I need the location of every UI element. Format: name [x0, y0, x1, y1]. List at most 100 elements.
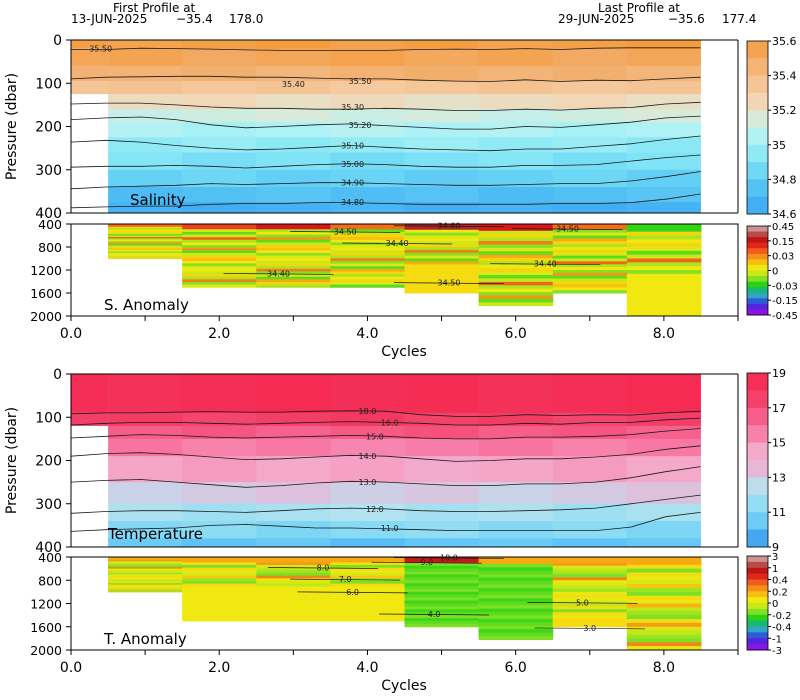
- anomaly-cell: [626, 262, 702, 267]
- field-cell: [478, 438, 554, 457]
- contour-line: [379, 613, 490, 616]
- anomaly-cell: [330, 612, 405, 617]
- anomaly-cell: [404, 606, 480, 610]
- field-cell: [626, 48, 702, 67]
- y-tick-label: 1200: [30, 263, 62, 278]
- anomaly-cell: [256, 596, 331, 601]
- field-cell: [330, 438, 405, 457]
- anomaly-cell: [108, 571, 183, 574]
- field-cell: [330, 412, 405, 427]
- colorbar-label: 0.03: [772, 252, 794, 263]
- anomaly-cell: [330, 607, 405, 611]
- anomaly-cell: [182, 583, 257, 587]
- anomaly-cell: [478, 601, 554, 606]
- field-cell: [626, 521, 702, 539]
- colorbar-swatch: [747, 248, 768, 255]
- colorbar-swatch: [747, 231, 768, 238]
- anomaly-cell: [108, 581, 183, 584]
- anomaly-cell: [182, 564, 257, 569]
- anomaly-cell: [552, 586, 628, 590]
- field-cell: [552, 48, 628, 67]
- colorbar-label: 9: [772, 541, 779, 554]
- anomaly-cell: [626, 642, 702, 647]
- anomaly-cell: [404, 620, 480, 625]
- field-cell: [182, 94, 257, 110]
- contour-line: [70, 115, 701, 130]
- anomaly-cell: [478, 292, 554, 296]
- anomaly-cell: [108, 245, 183, 248]
- field-cell: [478, 425, 554, 440]
- contour-label: 4.0: [428, 610, 441, 619]
- field-cell: [108, 438, 183, 457]
- field-cell: [478, 94, 554, 110]
- last-profile-date: 29-JUN-2025: [558, 12, 634, 26]
- anomaly-cell: [552, 249, 628, 254]
- anomaly-cell: [108, 567, 183, 570]
- anomaly-cell: [330, 224, 405, 228]
- x-tick-label: 4.0: [356, 326, 378, 342]
- anomaly-cell: [478, 622, 554, 627]
- field-cell: [108, 65, 183, 82]
- colorbar-label: 0.15: [772, 237, 794, 248]
- anomaly-cell: [108, 564, 183, 567]
- anomaly-cell: [182, 591, 257, 595]
- colorbar-swatch: [747, 620, 768, 627]
- x-tick-label: 0.0: [60, 326, 82, 342]
- field-cell: [182, 438, 257, 457]
- anomaly-cell: [552, 565, 628, 570]
- contour-label: 34.40: [267, 269, 290, 278]
- anomaly-cell: [182, 570, 257, 574]
- anomaly-cell: [478, 587, 554, 592]
- anomaly-cell: [552, 591, 628, 596]
- anomaly-cell: [256, 271, 331, 275]
- panel-title: Temperature: [107, 525, 203, 543]
- field-cell: [478, 187, 554, 203]
- anomaly-cell: [552, 559, 628, 564]
- field-cell: [182, 521, 257, 539]
- anomaly-cell: [330, 562, 405, 566]
- contour-line: [70, 417, 701, 426]
- anomaly-cell: [330, 245, 405, 249]
- colorbar-swatch: [747, 556, 768, 563]
- colorbar-swatch: [747, 276, 768, 283]
- anomaly-cell: [626, 591, 702, 597]
- field-cell: [478, 202, 554, 214]
- anomaly-cell: [552, 235, 628, 239]
- anomaly-cell: [182, 612, 257, 617]
- anomaly-cell: [256, 578, 331, 582]
- anomaly-cell: [256, 229, 331, 233]
- anomaly-cell: [256, 268, 331, 272]
- profile-header: First Profile at 13-JUN-2025 −35.4 178.0…: [71, 1, 756, 26]
- colorbar-label: -0.4: [772, 623, 792, 634]
- anomaly-cell: [108, 572, 183, 575]
- colorbar-swatch: [747, 626, 768, 633]
- field-cell: [256, 109, 331, 123]
- anomaly-cell: [552, 275, 628, 280]
- field-cell: [108, 538, 183, 548]
- anomaly-cell: [330, 276, 405, 280]
- anomaly-cell: [108, 588, 183, 591]
- anomaly-cell: [330, 281, 405, 286]
- anomaly-cell: [182, 247, 257, 251]
- anomaly-cell: [182, 271, 257, 275]
- field-cell: [404, 425, 480, 440]
- colorbar-swatch: [747, 127, 768, 146]
- field-cell: [404, 503, 480, 522]
- anomaly-cell: [404, 615, 480, 619]
- field-cell: [626, 109, 702, 123]
- anomaly-cell: [626, 285, 702, 290]
- anomaly-cell: [626, 304, 702, 309]
- field-cell: [256, 412, 331, 427]
- colorbar-swatch: [747, 292, 768, 299]
- anomaly-cell: [108, 229, 183, 232]
- colorbar-swatch: [747, 75, 768, 94]
- colorbar-swatch: [747, 614, 768, 622]
- contour-line: [71, 47, 701, 51]
- anomaly-cell: [108, 565, 183, 568]
- colorbar-label: -0.15: [772, 296, 798, 307]
- anomaly-cell: [108, 254, 183, 257]
- colorbar-label: 0.4: [772, 576, 788, 587]
- x-tick-label: 8.0: [653, 326, 675, 342]
- anomaly-cell: [256, 247, 331, 251]
